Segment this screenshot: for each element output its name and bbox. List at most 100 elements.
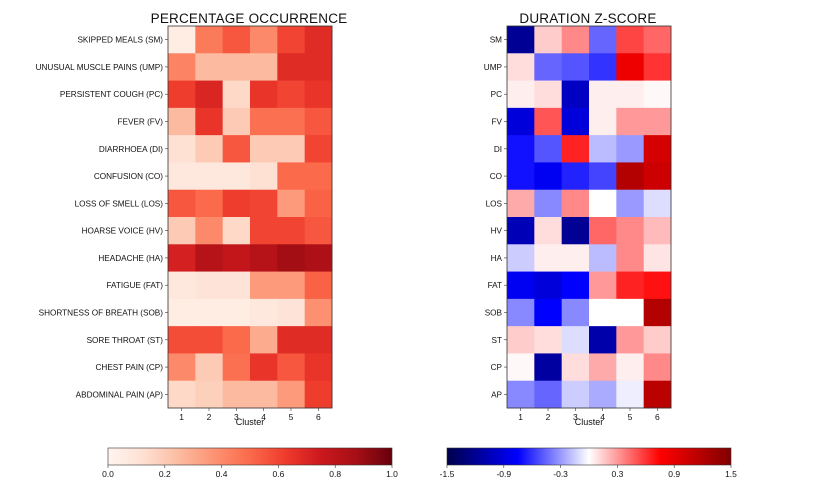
heatmap-cell <box>250 298 278 327</box>
heatmap-cell <box>561 353 590 382</box>
heatmap-cell <box>195 353 224 382</box>
heatmap-cell <box>507 353 535 382</box>
heatmap-cell <box>507 135 535 163</box>
heatmap-cell <box>168 53 196 81</box>
heatmap-cell <box>589 189 617 218</box>
heatmap-cell <box>304 380 333 409</box>
heatmap-cell <box>277 162 306 191</box>
row-label: AP <box>491 390 502 399</box>
heatmap-cell <box>534 326 563 354</box>
heatmap-cell <box>643 26 672 54</box>
row-label: LOS <box>486 199 503 208</box>
heatmap-cell <box>643 271 672 300</box>
heatmap-cell <box>195 380 224 409</box>
heatmap-cell <box>589 217 617 245</box>
row-label: CHEST PAIN (CP) <box>96 363 164 372</box>
heatmap-cell <box>250 80 278 109</box>
heatmap-cell <box>195 271 224 300</box>
colorbar-tick-label: 0.9 <box>668 469 680 479</box>
heatmap-cell <box>534 298 563 327</box>
heatmap-cell <box>507 53 535 81</box>
heatmap-cell <box>507 298 535 327</box>
heatmap-cell <box>222 26 251 54</box>
heatmap-cell <box>222 271 251 300</box>
heatmap-cell <box>168 380 196 409</box>
heatmap-cell <box>222 244 251 272</box>
heatmap-cell <box>534 26 563 54</box>
heatmap-cell <box>250 353 278 382</box>
heatmap-cell <box>561 244 590 272</box>
row-label: SM <box>490 36 502 45</box>
heatmap-cell <box>616 217 645 245</box>
colorbar-tick-label: 0.8 <box>329 469 341 479</box>
heatmap-cell <box>195 107 224 136</box>
heatmap-cell <box>195 162 224 191</box>
heatmap-cell <box>195 244 224 272</box>
heatmap-cell <box>304 298 333 327</box>
heatmap-cell <box>507 271 535 300</box>
heatmap-cell <box>643 107 672 136</box>
heatmap-cell <box>277 53 306 81</box>
heatmap-cell <box>561 380 590 409</box>
row-label: FEVER (FV) <box>118 118 164 127</box>
heatmap-cell <box>277 271 306 300</box>
heatmap-cell <box>250 380 278 409</box>
heatmap-cell <box>589 80 617 109</box>
heatmap-cell <box>250 189 278 218</box>
heatmap-cell <box>168 189 196 218</box>
right-colorbar: -1.5 -0.9 -0.3 0.3 0.9 1.5 <box>440 447 737 479</box>
x-tick-label: 6 <box>655 412 660 422</box>
heatmap-cell <box>222 135 251 163</box>
heatmap-cell <box>507 326 535 354</box>
heatmap-cell <box>561 326 590 354</box>
heatmap-cell <box>168 353 196 382</box>
row-label: HA <box>491 254 503 263</box>
heatmap-cell <box>534 380 563 409</box>
colorbar-tick-label: 0.3 <box>611 469 623 479</box>
x-tick-label: 1 <box>179 412 184 422</box>
heatmap-cell <box>304 26 333 54</box>
heatmap-cell <box>222 162 251 191</box>
heatmap-cell <box>195 80 224 109</box>
x-tick-label: 1 <box>518 412 523 422</box>
heatmap-cell <box>589 107 617 136</box>
colorbar-tick-label: -1.5 <box>440 469 455 479</box>
heatmap-cell <box>304 271 333 300</box>
heatmap-cell <box>304 244 333 272</box>
heatmap-cell <box>507 380 535 409</box>
heatmap-cell <box>195 326 224 354</box>
heatmap-cell <box>616 80 645 109</box>
right-colorbar-ticks: -1.5 -0.9 -0.3 0.3 0.9 1.5 <box>440 465 737 479</box>
heatmap-cell <box>250 244 278 272</box>
heatmap-cell <box>561 53 590 81</box>
row-label: DI <box>494 145 502 154</box>
heatmap-cell <box>168 80 196 109</box>
left-row-labels: SKIPPED MEALS (SM) UNUSUAL MUSCLE PAINS (… <box>36 36 168 399</box>
colorbar-tick-label: -0.9 <box>496 469 511 479</box>
row-label: SHORTNESS OF BREATH (SOB) <box>39 309 164 318</box>
heatmap-cell <box>534 271 563 300</box>
heatmap-cell <box>561 162 590 191</box>
left-x-ticks: 1 2 3 4 5 6 <box>179 408 321 422</box>
heatmap-cell <box>507 244 535 272</box>
heatmap-cell <box>168 26 196 54</box>
x-tick-label: 3 <box>573 412 578 422</box>
right-heatmap-frame <box>506 25 672 409</box>
heatmap-cell <box>250 53 278 81</box>
heatmap-cell <box>643 244 672 272</box>
heatmap-cell <box>561 217 590 245</box>
heatmap-cell <box>222 298 251 327</box>
left-heatmap-frame <box>167 25 333 409</box>
heatmap-cell <box>250 271 278 300</box>
heatmap-cell <box>277 353 306 382</box>
heatmap-cell <box>250 326 278 354</box>
heatmap-cell <box>616 244 645 272</box>
duration-zscore-panel: DURATION Z-SCORE SM UMP PC FV DI CO LOS HV HA FAT… <box>484 11 672 427</box>
heatmap-cell <box>643 135 672 163</box>
colorbar-tick-label: 0.0 <box>102 469 114 479</box>
row-label: CP <box>491 363 503 372</box>
heatmap-cell <box>304 162 333 191</box>
heatmap-cell <box>277 135 306 163</box>
heatmap-cell <box>195 189 224 218</box>
heatmap-cell <box>168 271 196 300</box>
